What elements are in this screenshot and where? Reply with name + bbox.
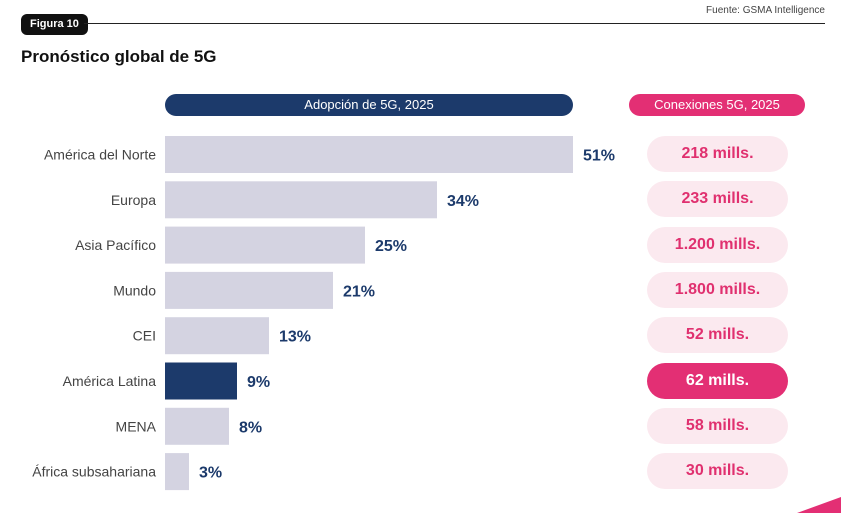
adoption-header: Adopción de 5G, 2025 xyxy=(165,94,573,116)
source-note: Fuente: GSMA Intelligence xyxy=(706,5,825,16)
category-label: África subsahariana xyxy=(32,464,156,480)
category-label: MENA xyxy=(116,418,157,434)
value-label: 25% xyxy=(375,238,407,255)
bar xyxy=(165,317,269,355)
bar xyxy=(165,136,573,173)
bar xyxy=(165,407,229,445)
connections-pill: 233 mills. xyxy=(647,181,788,218)
value-label: 34% xyxy=(447,193,479,210)
connections-header: Conexiones 5G, 2025 xyxy=(629,94,805,116)
connections-pill: 58 mills. xyxy=(647,407,788,444)
category-label: América del Norte xyxy=(44,147,156,163)
top-rule xyxy=(84,23,825,24)
category-label: Mundo xyxy=(113,282,156,298)
connections-pill-highlight: 62 mills. xyxy=(647,362,788,399)
figure-badge: Figura 10 xyxy=(21,14,88,35)
value-label: 9% xyxy=(247,374,270,391)
value-label: 21% xyxy=(343,283,375,300)
value-label: 3% xyxy=(199,465,222,482)
chart-title: Pronóstico global de 5G xyxy=(21,47,217,66)
corner-accent xyxy=(797,497,841,513)
bar xyxy=(165,226,365,264)
connections-pill: 52 mills. xyxy=(647,317,788,354)
category-label: CEI xyxy=(133,328,156,344)
category-label: Asia Pacífico xyxy=(75,237,156,253)
category-label: Europa xyxy=(111,192,156,208)
bar xyxy=(165,271,333,309)
connections-pill: 218 mills. xyxy=(647,136,788,172)
bar xyxy=(165,181,437,219)
connections-pill: 1.200 mills. xyxy=(647,226,788,263)
connections-pill: 1.800 mills. xyxy=(647,271,788,308)
value-label: 51% xyxy=(583,148,615,165)
category-label: América Latina xyxy=(63,373,157,389)
bar xyxy=(165,453,189,491)
value-label: 13% xyxy=(279,329,311,346)
value-label: 8% xyxy=(239,419,262,436)
bar-highlight xyxy=(165,362,237,400)
connections-pill: 30 mills. xyxy=(647,453,788,490)
